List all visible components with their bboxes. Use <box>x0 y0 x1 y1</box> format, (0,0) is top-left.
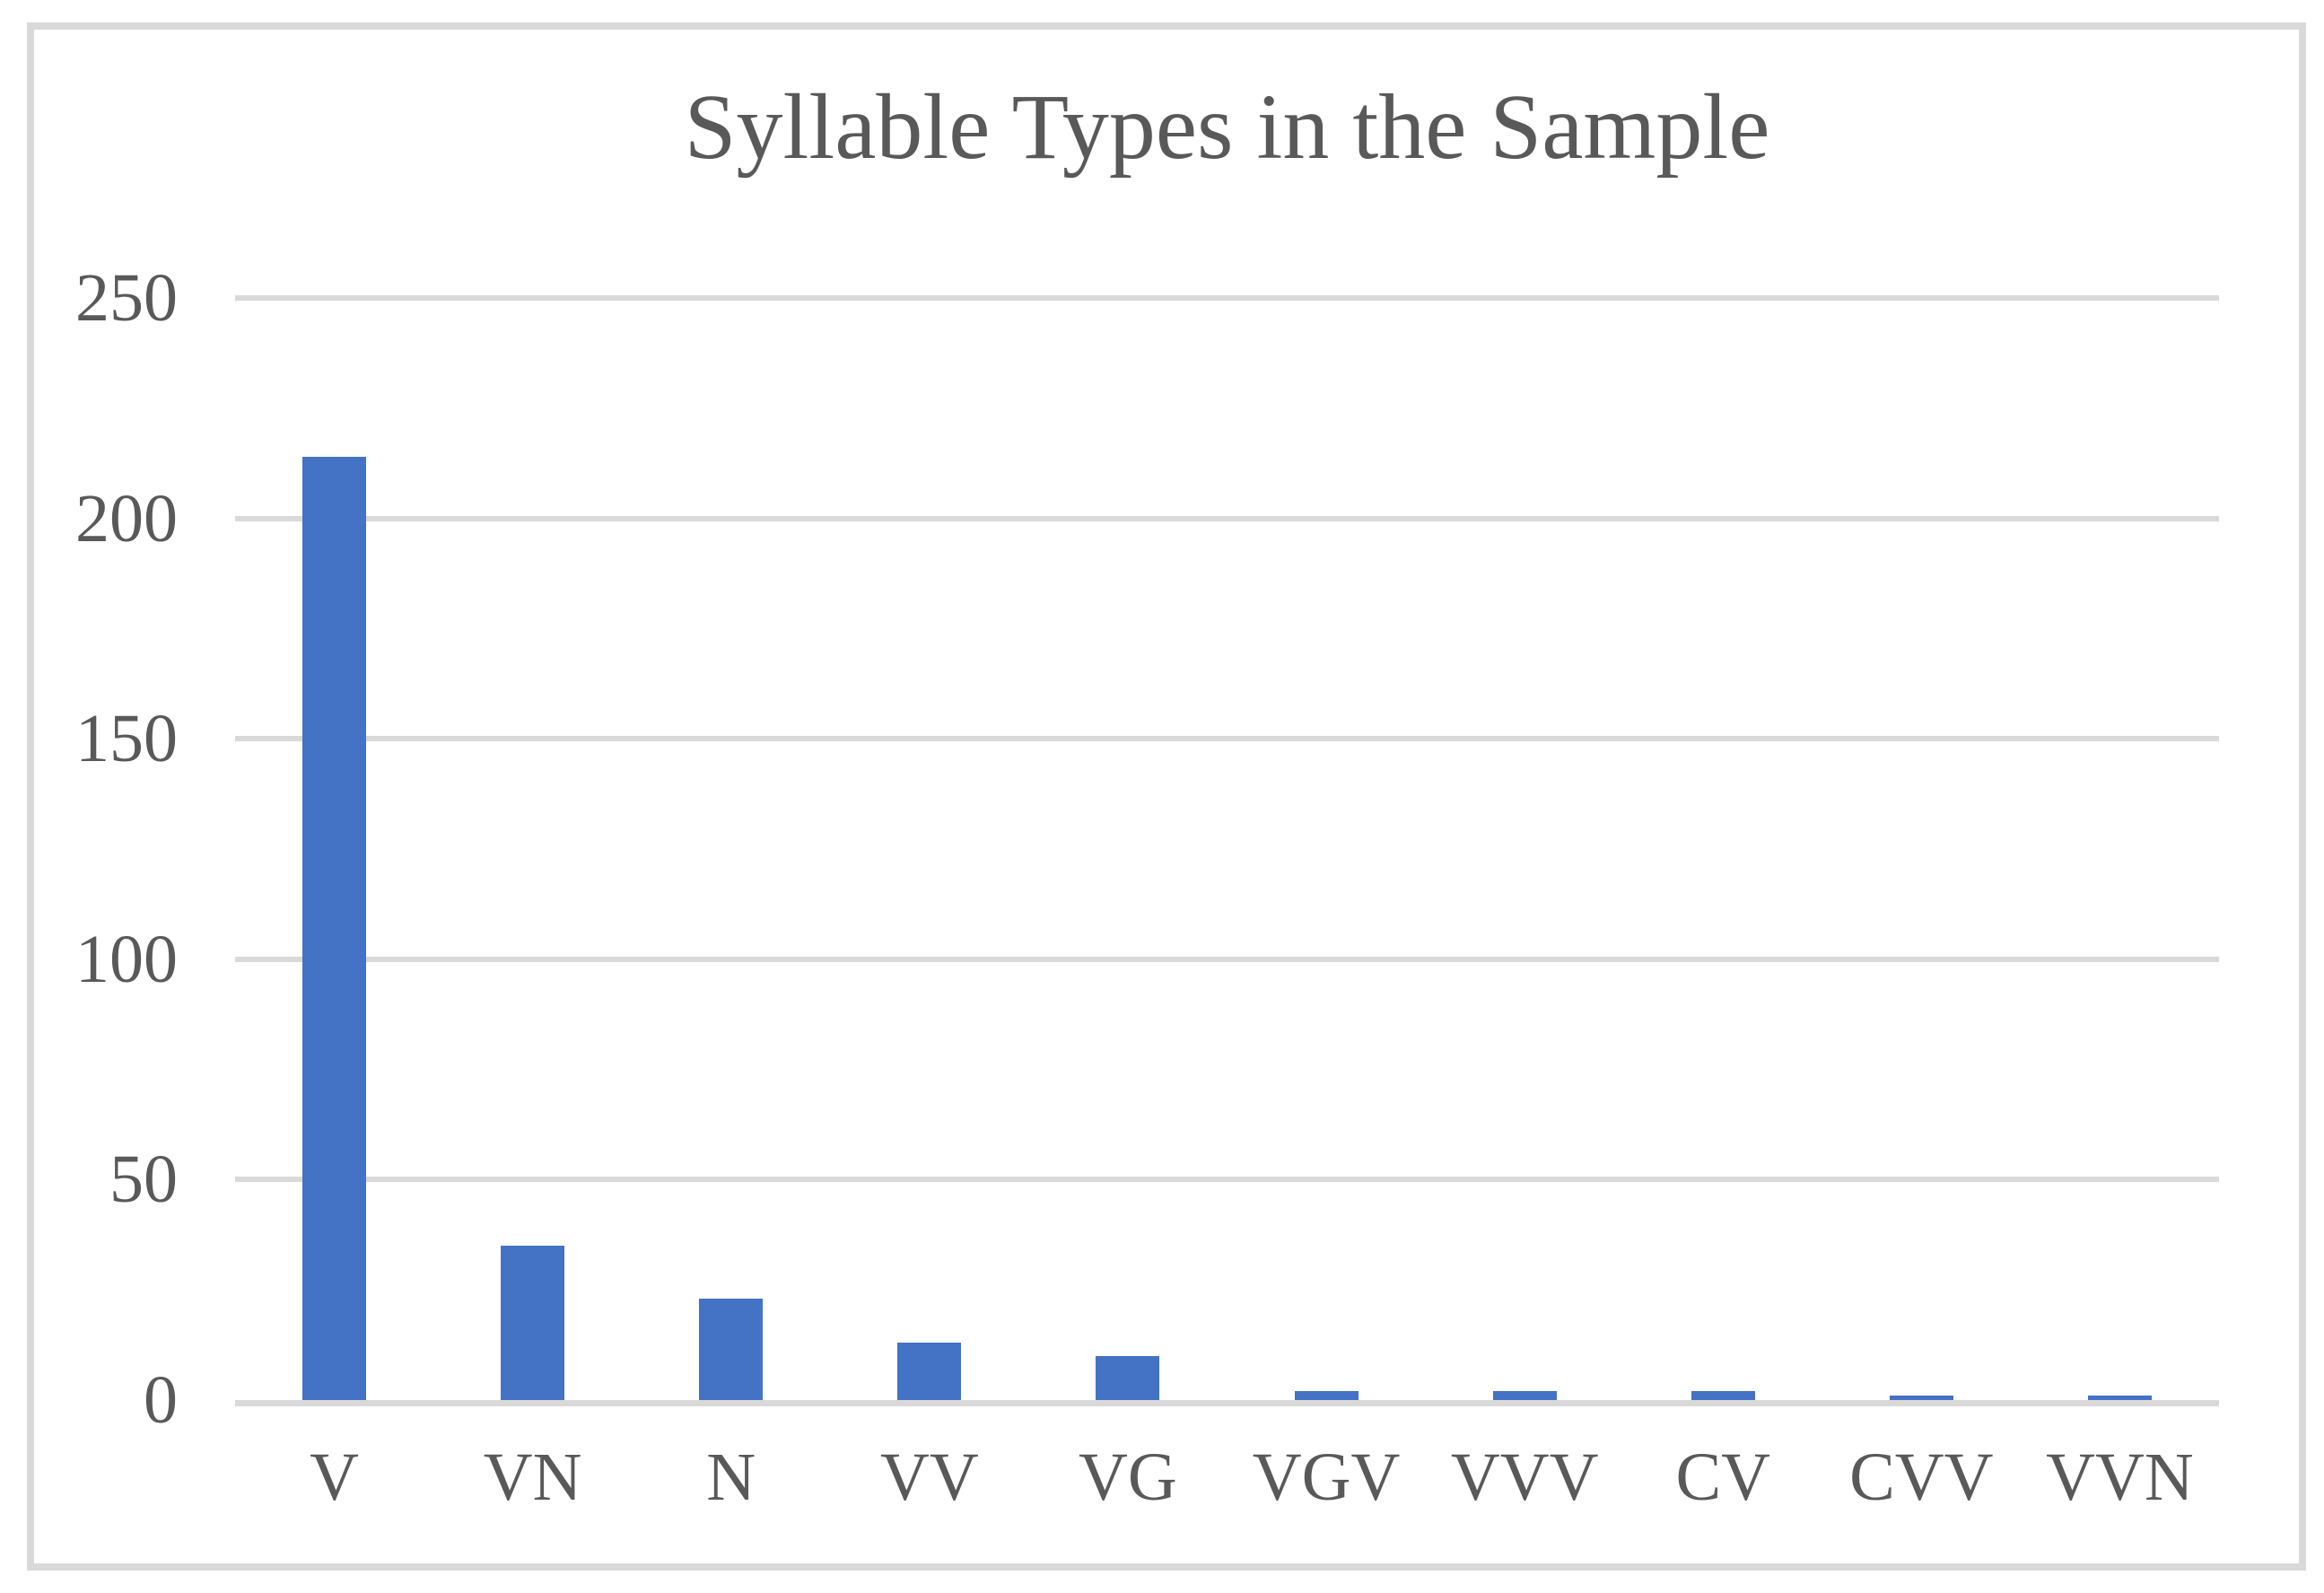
y-tick-label-100: 100 <box>75 921 178 997</box>
gridline-50 <box>235 1177 2219 1183</box>
bar-n <box>699 1299 764 1400</box>
x-category-label-n: N <box>706 1440 756 1515</box>
x-category-label-v: V <box>310 1440 359 1515</box>
x-category-label-vg: VG <box>1079 1440 1177 1515</box>
gridline-200 <box>235 515 2219 521</box>
y-tick-label-250: 250 <box>75 260 178 336</box>
x-category-label-vgv: VGV <box>1252 1440 1401 1515</box>
bar-vv <box>897 1343 962 1400</box>
y-tick-label-150: 150 <box>75 701 178 777</box>
bar-cvv <box>1889 1396 1953 1400</box>
bar-vn <box>501 1246 565 1400</box>
x-category-label-cvv: CVV <box>1849 1440 1994 1515</box>
bar-vgv <box>1294 1391 1359 1400</box>
x-category-label-vvn: VVN <box>2046 1440 2194 1515</box>
y-tick-label-0: 0 <box>144 1362 178 1438</box>
bar-vvv <box>1492 1391 1557 1400</box>
gridline-250 <box>235 295 2219 301</box>
bar-cv <box>1691 1391 1755 1400</box>
bar-vvn <box>2087 1396 2152 1400</box>
gridline-150 <box>235 736 2219 742</box>
x-category-label-vv: VV <box>879 1440 979 1515</box>
gridline-100 <box>235 956 2219 962</box>
chart-frame <box>27 22 2306 1571</box>
x-category-label-vvv: VVV <box>1450 1440 1599 1515</box>
plot-area <box>235 295 2219 1406</box>
y-tick-label-50: 50 <box>109 1142 178 1218</box>
x-axis-line <box>235 1400 2219 1406</box>
x-category-label-vn: VN <box>483 1440 582 1515</box>
y-tick-label-200: 200 <box>75 480 178 556</box>
chart-title: Syllable Types in the Sample <box>684 75 1770 179</box>
bar-vg <box>1096 1355 1160 1400</box>
bar-v <box>302 456 367 1400</box>
x-category-label-cv: CV <box>1675 1440 1771 1515</box>
